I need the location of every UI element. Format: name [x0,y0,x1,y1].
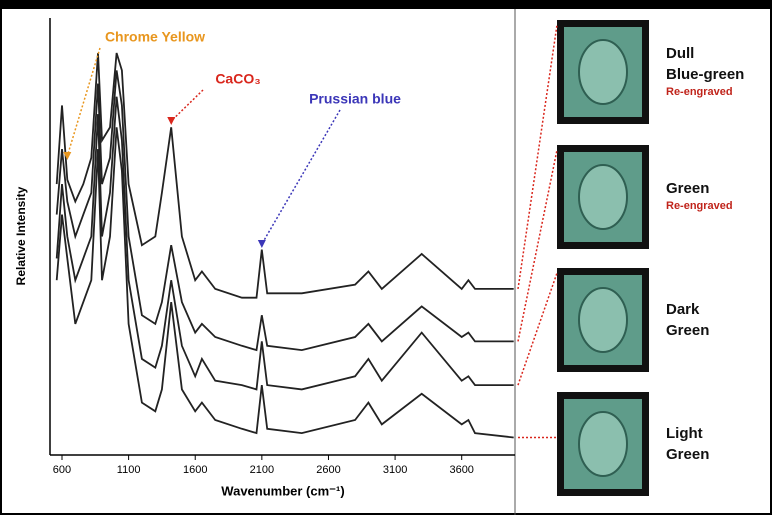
arrow-head [63,152,72,160]
x-tick-label: 2100 [250,464,274,476]
annotation: CaCO₃ [215,71,260,87]
x-tick-label: 3100 [383,464,407,476]
annotation: Chrome Yellow [105,29,205,45]
y-axis-label: Relative Intensity [14,186,28,285]
stamp-portrait [578,411,628,477]
x-tick-label: 2600 [316,464,340,476]
stamp-note: Re-engraved [666,86,733,98]
x-tick-label: 600 [53,464,71,476]
arrow-head [167,117,176,125]
annotation: Prussian blue [309,91,401,107]
annotation-arrow [261,109,341,245]
stamp-label: Green [666,322,709,339]
spectrum-line [55,70,514,352]
x-axis-label: Wavenumber (cm⁻¹) [221,483,344,498]
top-bar [0,0,772,9]
stamp-portrait [578,287,628,353]
stamp-portrait [578,39,628,105]
spectrum-line [55,52,514,299]
stamp-connector [517,272,558,386]
arrow-head [257,240,266,248]
stamp-connector [517,24,558,290]
annotation-arrow [66,47,101,157]
stamp-label: Green [666,180,709,197]
stamp-note: Re-engraved [666,200,733,212]
stamp-portrait [578,164,628,230]
stamp-label: Light [666,425,703,442]
x-tick-label: 1100 [117,464,141,476]
stamp-connector [517,149,558,342]
stamp-label: Green [666,446,709,463]
stamp-label: Dull [666,45,694,62]
spectrum-line [55,96,514,391]
x-tick-label: 1600 [183,464,207,476]
annotation-arrow [170,89,204,122]
spectrum-line [55,127,514,439]
stamp-label: Dark [666,301,700,318]
stamp-label: Blue-green [666,66,744,83]
x-tick-label: 3600 [449,464,473,476]
